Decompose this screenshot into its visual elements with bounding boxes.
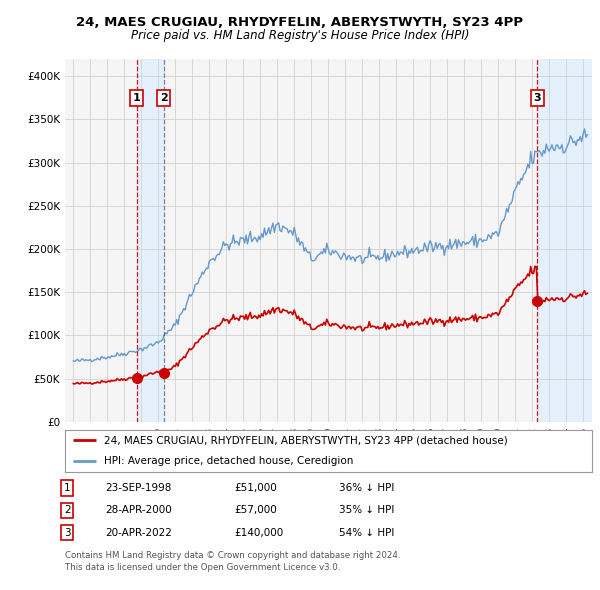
- Text: 24, MAES CRUGIAU, RHYDYFELIN, ABERYSTWYTH, SY23 4PP: 24, MAES CRUGIAU, RHYDYFELIN, ABERYSTWYT…: [77, 16, 523, 29]
- Text: Price paid vs. HM Land Registry's House Price Index (HPI): Price paid vs. HM Land Registry's House …: [131, 29, 469, 42]
- Text: 54% ↓ HPI: 54% ↓ HPI: [339, 528, 394, 537]
- Text: 24, MAES CRUGIAU, RHYDYFELIN, ABERYSTWYTH, SY23 4PP (detached house): 24, MAES CRUGIAU, RHYDYFELIN, ABERYSTWYT…: [104, 435, 508, 445]
- Text: 28-APR-2000: 28-APR-2000: [105, 506, 172, 515]
- Text: 1: 1: [133, 93, 140, 103]
- Text: 1: 1: [64, 483, 71, 493]
- Text: 35% ↓ HPI: 35% ↓ HPI: [339, 506, 394, 515]
- Text: Contains HM Land Registry data © Crown copyright and database right 2024.: Contains HM Land Registry data © Crown c…: [65, 551, 400, 560]
- Text: 3: 3: [533, 93, 541, 103]
- Text: 2: 2: [64, 506, 71, 515]
- Text: £140,000: £140,000: [234, 528, 283, 537]
- Text: 23-SEP-1998: 23-SEP-1998: [105, 483, 172, 493]
- Text: 2: 2: [160, 93, 167, 103]
- Text: £57,000: £57,000: [234, 506, 277, 515]
- Text: HPI: Average price, detached house, Ceredigion: HPI: Average price, detached house, Cere…: [104, 457, 353, 466]
- Bar: [537, 59, 592, 422]
- Text: This data is licensed under the Open Government Licence v3.0.: This data is licensed under the Open Gov…: [65, 563, 340, 572]
- Text: 20-APR-2022: 20-APR-2022: [105, 528, 172, 537]
- Bar: [137, 59, 164, 422]
- Text: 3: 3: [64, 528, 71, 537]
- Text: £51,000: £51,000: [234, 483, 277, 493]
- Text: 36% ↓ HPI: 36% ↓ HPI: [339, 483, 394, 493]
